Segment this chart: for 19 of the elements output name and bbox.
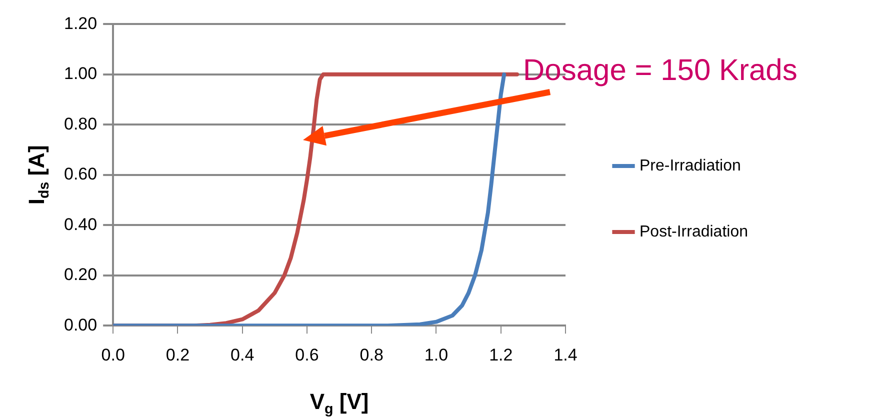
legend-label: Pre-Irradiation <box>640 157 741 174</box>
annotation: Dosage = 150 Krads <box>523 54 798 87</box>
y-tick-label: 1.20 <box>64 14 98 33</box>
y-tick-label: 0.00 <box>64 315 98 334</box>
y-axis-title: Ids [A] <box>24 145 53 205</box>
x-tick-label: 0.0 <box>101 345 125 364</box>
y-tick-label: 0.20 <box>64 265 98 284</box>
x-tick-label: 0.6 <box>295 345 319 364</box>
x-tick-label: 0.2 <box>166 345 190 364</box>
x-tick-label: 0.4 <box>230 345 254 364</box>
legend-label: Post-Irradiation <box>640 223 748 240</box>
y-tick-label: 1.00 <box>64 64 98 84</box>
y-tick-label: 0.80 <box>64 114 98 134</box>
y-tick-label: 0.40 <box>64 214 98 234</box>
x-tick-label: 1.0 <box>424 345 448 364</box>
x-tick-label: 1.2 <box>489 345 513 364</box>
x-tick-label: 1.4 <box>554 345 578 364</box>
y-tick-label: 0.60 <box>64 164 98 184</box>
x-tick-label: 0.8 <box>360 345 384 364</box>
